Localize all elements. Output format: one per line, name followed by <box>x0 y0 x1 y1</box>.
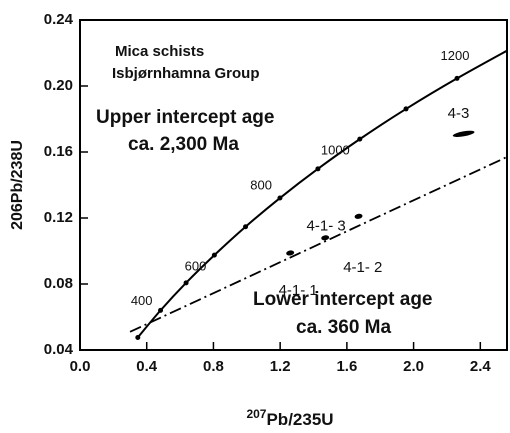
data-point <box>354 213 363 219</box>
concordia-age-dot <box>277 195 283 201</box>
annotation: Upper intercept age <box>96 107 274 128</box>
x-tick-label: 2.4 <box>470 358 492 375</box>
y-tick-label: 0.12 <box>44 209 73 226</box>
concordia-age-dot <box>454 75 460 81</box>
age-label: 600 <box>185 259 207 274</box>
x-label-main: Pb/235U <box>266 410 333 429</box>
point-label: 4-1- 2 <box>343 259 382 276</box>
concordia-age-dot <box>183 280 189 286</box>
concordia-age-dot <box>243 224 249 230</box>
age-label: 400 <box>131 293 153 308</box>
concordia-age-dot <box>135 334 141 340</box>
concordia-age-dot <box>403 106 409 112</box>
concordia-age-dot <box>357 136 363 142</box>
y-tick-label: 0.20 <box>44 77 73 94</box>
concordia-age-dot <box>211 252 217 258</box>
data-point <box>286 250 295 256</box>
y-tick-label: 0.04 <box>44 341 74 358</box>
annotation: ca. 360 Ma <box>296 317 391 338</box>
annotation: Isbjørnhamna Group <box>112 65 260 82</box>
y-tick-label: 0.16 <box>44 143 73 160</box>
x-tick-label: 0.8 <box>203 358 224 375</box>
y-axis-label: 206Pb/238U <box>9 140 26 230</box>
x-tick-label: 2.0 <box>403 358 424 375</box>
age-label: 800 <box>250 177 272 192</box>
annotation: Lower intercept age <box>253 289 433 310</box>
age-label: 1000 <box>321 143 350 158</box>
discordia-line <box>129 156 507 333</box>
data-point <box>452 130 475 137</box>
point-label: 4-1- 3 <box>307 217 346 234</box>
annotation: ca. 2,300 Ma <box>128 134 239 155</box>
y-tick-label: 0.24 <box>44 11 74 28</box>
y-tick-label: 0.08 <box>44 275 73 292</box>
annotation: Mica schists <box>115 43 204 60</box>
point-label: 4-3 <box>448 105 470 122</box>
concordia-age-dot <box>158 307 164 313</box>
plot-frame <box>79 19 508 351</box>
concordia-age-dot <box>315 166 321 172</box>
age-label: 1200 <box>441 48 470 63</box>
x-tick-label: 1.2 <box>270 358 291 375</box>
x-axis-label: 207Pb/235U <box>246 407 333 429</box>
x-tick-label: 0.4 <box>136 358 158 375</box>
point-label: 4-1- 1 <box>279 282 318 299</box>
data-point <box>321 235 330 241</box>
x-label-sup: 207 <box>246 407 266 421</box>
x-tick-label: 0.0 <box>70 358 91 375</box>
x-tick-label: 1.6 <box>336 358 357 375</box>
